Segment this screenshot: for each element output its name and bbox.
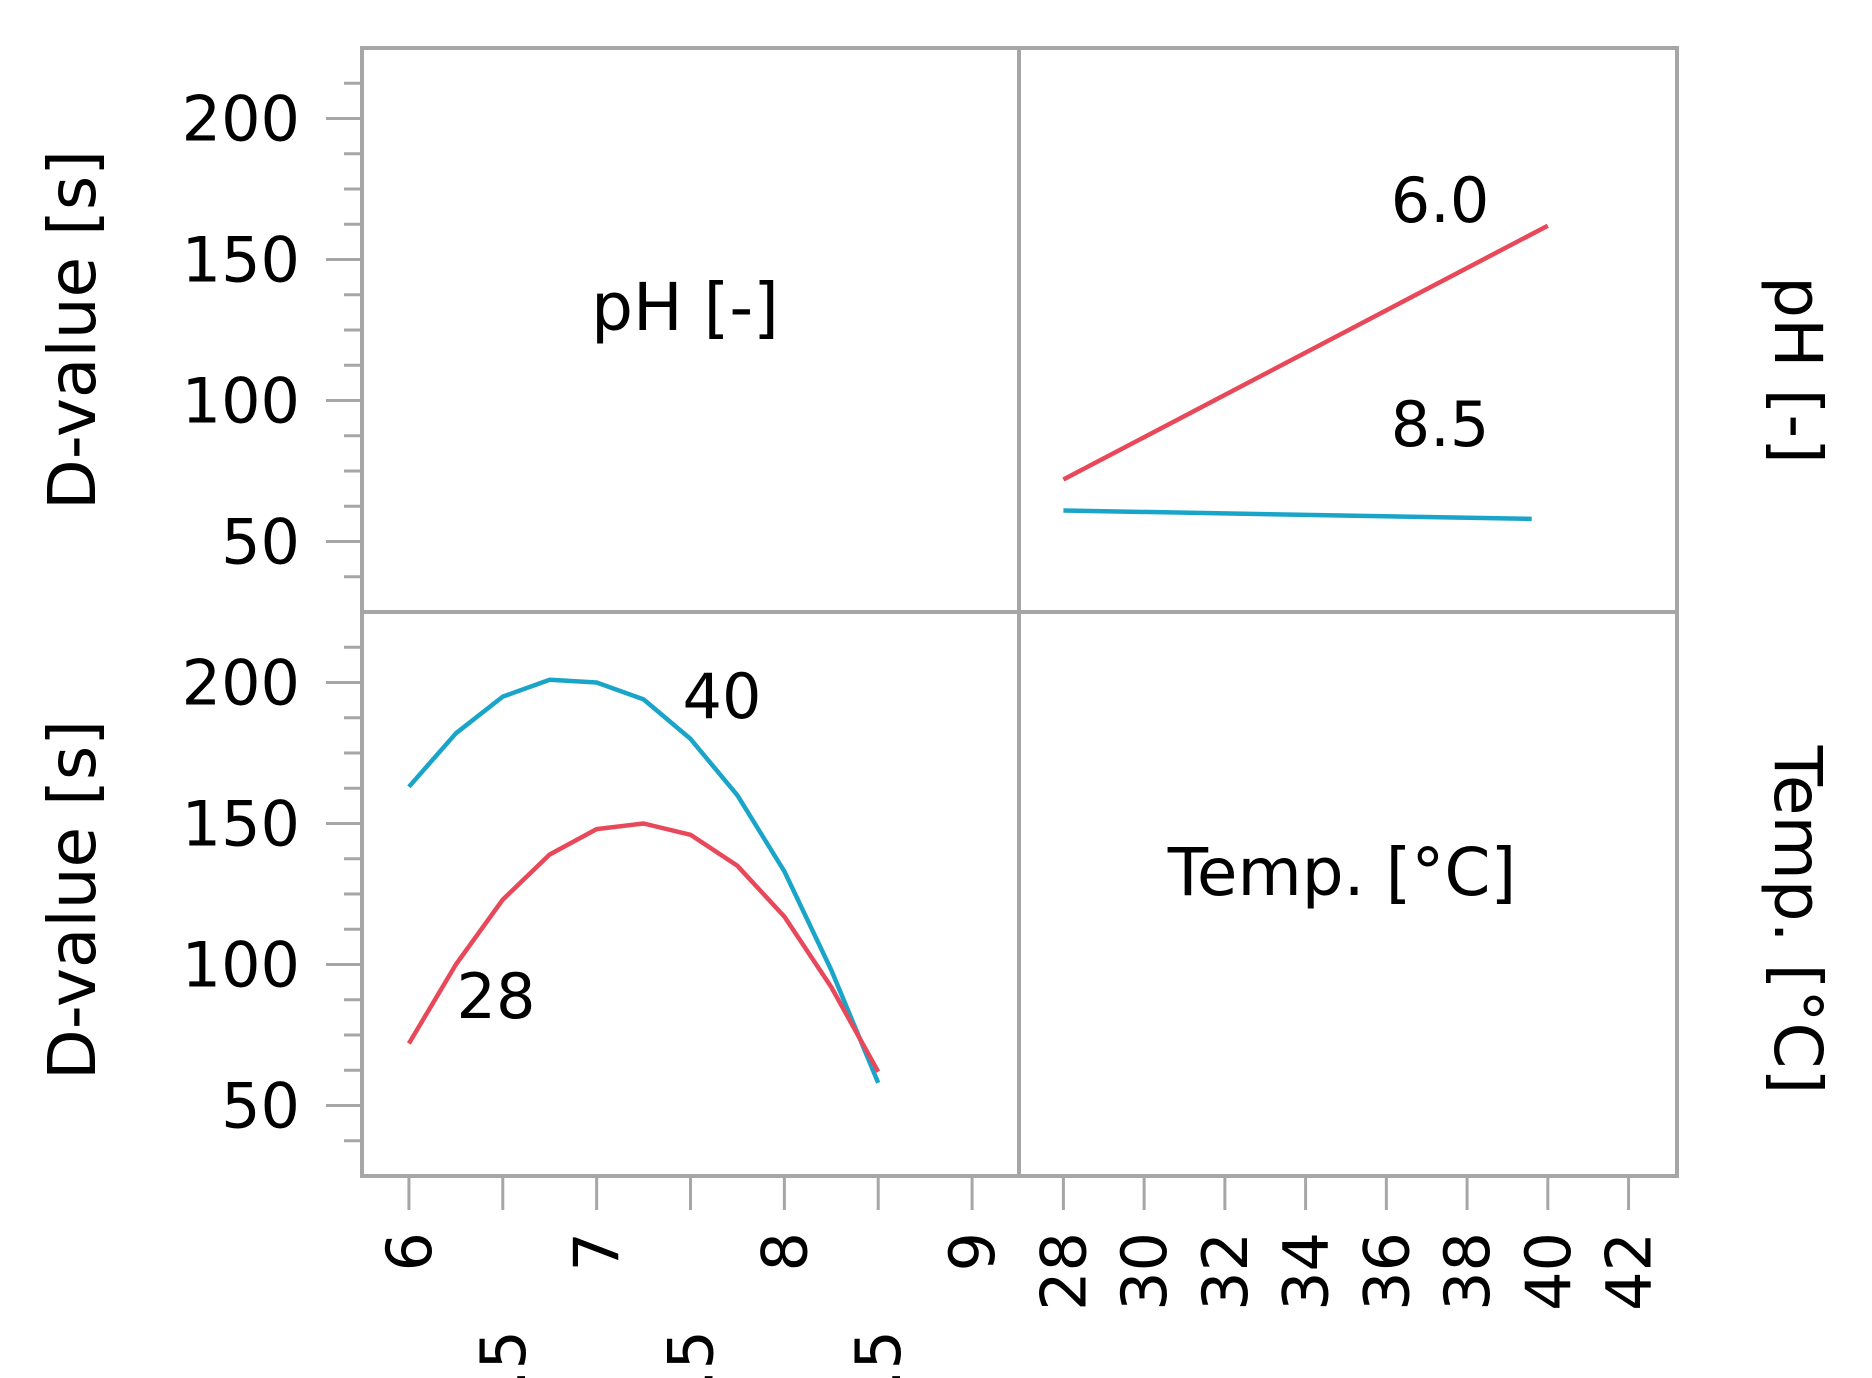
y-tick-label-bottom: 150 — [182, 788, 300, 861]
series-label-temp-28: 28 — [457, 960, 536, 1033]
y-axis-title-top: D-value [s] — [34, 150, 111, 510]
x-tick-label-ph: 6 — [373, 1232, 446, 1271]
x-tick-label-temp: 40 — [1512, 1232, 1585, 1311]
x-tick-label-ph: 9 — [936, 1232, 1009, 1271]
series-line-8.5 — [1063, 508, 1532, 522]
x-tick-label-temp: 36 — [1350, 1232, 1423, 1311]
x-tick-label-temp: 38 — [1431, 1232, 1504, 1311]
series-line-6.0 — [1062, 223, 1549, 482]
x-tick-label-temp: 28 — [1027, 1232, 1100, 1311]
y-tick-label-bottom: 50 — [221, 1070, 300, 1143]
temp-cell-label: Temp. [°C] — [1167, 834, 1516, 911]
y-tick-label-top: 100 — [182, 365, 300, 438]
series-label-temp-40: 40 — [683, 660, 762, 733]
x-tick-label-ph: 7 — [561, 1232, 634, 1271]
x-tick-label-temp: 42 — [1593, 1232, 1666, 1311]
x-tick-label-temp: 32 — [1189, 1232, 1262, 1311]
x-tick-label-temp: 34 — [1270, 1232, 1343, 1311]
y-tick-label-top: 50 — [221, 506, 300, 579]
ph-cell-label: pH [-] — [591, 269, 779, 346]
y-tick-label-bottom: 100 — [182, 929, 300, 1002]
x-tick-label-ph: 8.5 — [842, 1330, 915, 1378]
x-tick-label-ph: 7.5 — [655, 1330, 728, 1378]
y-tick-label-top: 200 — [182, 83, 300, 156]
x-tick-label-ph: 6.5 — [467, 1330, 540, 1378]
x-tick-label-ph: 8 — [748, 1232, 821, 1271]
right-label-bottom: Temp. [°C] — [1759, 745, 1836, 1094]
x-tick-label-temp: 30 — [1108, 1232, 1181, 1311]
series-label-ph-6: 6.0 — [1391, 164, 1490, 237]
series-line-40 — [407, 677, 881, 1084]
y-tick-label-bottom: 200 — [182, 647, 300, 720]
series-line-28 — [406, 821, 881, 1073]
y-tick-label-top: 150 — [182, 224, 300, 297]
series-label-ph-8-5: 8.5 — [1391, 388, 1490, 461]
y-axis-title-bottom: D-value [s] — [34, 720, 111, 1080]
right-label-top: pH [-] — [1759, 276, 1836, 464]
